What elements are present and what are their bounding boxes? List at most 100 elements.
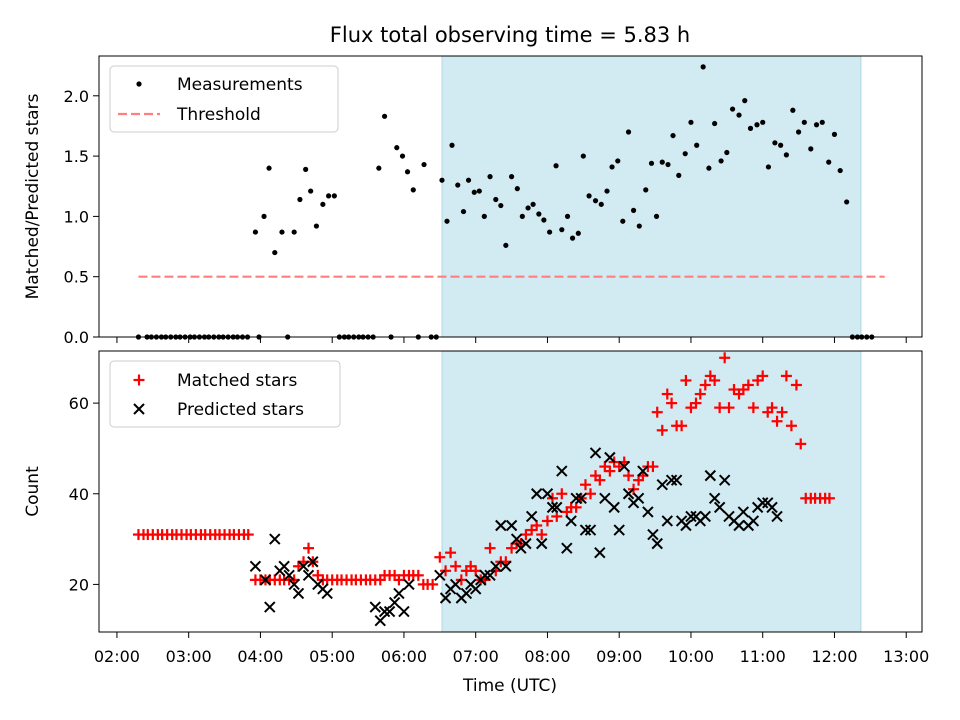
cross-stroke (292, 587, 305, 600)
cross-stroke (302, 569, 315, 582)
matched-point (823, 492, 835, 504)
cross-stroke (288, 578, 300, 591)
cross-stroke (565, 515, 577, 527)
y-tick-label: 0.5 (64, 268, 89, 287)
cross-stroke (374, 614, 386, 627)
predicted-point (278, 560, 290, 572)
matched-point (303, 542, 315, 554)
matched-point (661, 388, 673, 400)
measurement-point (813, 122, 820, 128)
measurement-point (636, 223, 642, 229)
predicted-point (766, 501, 778, 514)
predicted-point (570, 492, 582, 505)
measurement-point (665, 161, 671, 168)
cross-stroke (656, 478, 668, 491)
matched-point (470, 565, 482, 577)
cross-stroke (307, 556, 319, 568)
bottom-x-ticks: 02:00 03:00 04:00 05:00 06:00 07:00 08:00 09:00… (94, 632, 929, 666)
y-tick-label: 20 (69, 575, 89, 594)
predicted-point (264, 601, 276, 613)
measurement-point (609, 164, 615, 170)
measurement-point (844, 199, 850, 205)
measurement-point (688, 119, 694, 125)
cross-stroke (541, 488, 554, 500)
cross-stroke (604, 451, 616, 464)
measurement-point (575, 230, 581, 236)
y-tick-label: 1.0 (64, 207, 89, 226)
predicted-point (283, 569, 295, 582)
matched-point (676, 420, 688, 432)
measurement-point (564, 213, 571, 219)
cross-stroke (766, 501, 778, 514)
predicted-point (608, 501, 620, 514)
measurement-point (648, 160, 655, 166)
measurement-point (331, 193, 337, 199)
predicted-point (259, 574, 272, 586)
measurement-point (503, 242, 509, 248)
cross-stroke (264, 601, 276, 613)
matched-point (680, 374, 692, 386)
top-marks (135, 64, 885, 340)
y-tick-label: 40 (69, 485, 89, 504)
measurement-point (620, 218, 626, 224)
predicted-point (530, 488, 543, 500)
predicted-point (546, 501, 559, 514)
cross-stroke (733, 519, 745, 532)
matched-point (579, 479, 591, 491)
cross-stroke (670, 474, 683, 486)
cross-stroke (757, 497, 769, 509)
matched-point (556, 488, 568, 500)
x-tick-label: 03:00 (166, 647, 212, 666)
predicted-point (490, 560, 502, 572)
matched-point (455, 574, 467, 586)
cross-stroke (133, 403, 145, 415)
cross-stroke (665, 474, 678, 486)
measurement-point (266, 165, 272, 171)
predicted-point (713, 501, 726, 514)
y-tick-label: 60 (69, 394, 89, 413)
predicted-point (556, 465, 568, 477)
matched-point (719, 352, 731, 364)
top-observing-window (441, 55, 862, 338)
predicted-point (575, 492, 587, 505)
predicted-point (551, 501, 563, 514)
bottom-observing-window (441, 350, 862, 633)
predicted-point (704, 469, 717, 482)
cross-stroke (647, 528, 659, 541)
predicted-point (434, 569, 446, 582)
matched-point (747, 402, 759, 414)
measurement-point (525, 205, 531, 211)
measurement-point (676, 172, 682, 178)
matched-point (520, 529, 532, 541)
cross-stroke (510, 533, 523, 545)
measurement-point (465, 177, 472, 183)
bottom-legend: Matched stars Predicted stars (109, 360, 341, 428)
cross-stroke (398, 605, 410, 618)
top-y-ticks: 0.0 0.5 1.0 1.5 2.0 (64, 87, 99, 347)
cross-stroke (680, 519, 692, 532)
predicted-point (398, 605, 410, 618)
cross-stroke (449, 578, 462, 591)
matched-point (771, 415, 783, 427)
cross-stroke (699, 510, 712, 523)
predicted-point (637, 465, 649, 477)
legend-measurement-marker (136, 81, 142, 87)
predicted-point (321, 587, 333, 600)
measurement-point (394, 145, 400, 151)
predicted-point (393, 587, 405, 600)
legend-box (109, 65, 339, 133)
legend-matched-label: Matched stars (177, 371, 297, 391)
predicted-point (604, 451, 616, 464)
measurement-point (772, 140, 778, 146)
matched-point (795, 438, 807, 450)
measurement-point (541, 217, 547, 223)
measurement-point (615, 158, 621, 164)
measurement-point (530, 201, 536, 207)
predicted-point (525, 510, 538, 523)
bottom-axes-frame (98, 350, 923, 633)
legend-matched-marker (133, 374, 145, 386)
measurement-point (653, 213, 660, 219)
predicted-point (378, 605, 391, 618)
predicted-point (460, 587, 473, 600)
